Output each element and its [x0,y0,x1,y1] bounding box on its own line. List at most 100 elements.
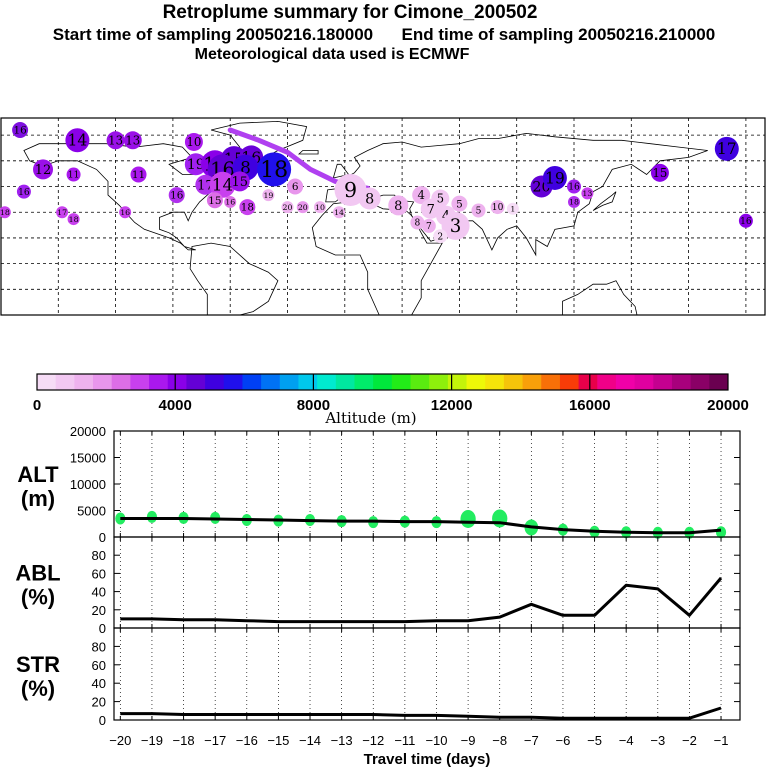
colorbar-cell [447,374,468,390]
x-tick-label: −9 [461,733,476,748]
cluster-label: 14 [334,208,344,217]
colorbar-cell [130,374,150,390]
cluster-label: 5 [476,207,482,217]
x-axis-title: Travel time (days) [364,751,491,768]
colorbar-cell [149,374,169,390]
y-tick-label: 60 [92,566,106,581]
x-tick-label: −18 [173,733,195,748]
cluster-label: 15 [231,175,248,190]
plume-cluster: 16 [12,121,29,138]
x-tick-label: −13 [331,733,353,748]
cluster-label: 5 [456,198,463,210]
cluster-label: 18 [241,202,254,214]
y-tick-label: 60 [92,658,106,673]
colorbar-cell [578,374,598,390]
plume-cluster: 14 [333,206,346,219]
colorbar-cell [503,374,524,390]
colorbar-tick-label: 8000 [297,397,330,414]
met-data-label: Meteorological data used is ECMWF [194,46,470,63]
cluster-marker [650,163,669,182]
y-tick-label: 5000 [77,504,106,519]
cluster-label: 16 [170,190,183,202]
x-tick-label: −2 [682,733,697,748]
y-tick-label: 80 [92,548,106,563]
panel-label: STR [16,652,60,677]
colorbar-cell [373,374,393,390]
cluster-label: 5 [437,192,444,206]
cluster-label: 16 [120,208,130,217]
series-line [120,517,722,535]
colorbar-cell [167,374,187,390]
panel-label: ABL [15,561,60,586]
panel-unit-label: (%) [21,585,55,610]
colorbar-cell [559,374,580,390]
panel-frame [113,627,741,721]
plume-clusters: 1614131310121111191515161681817141516151… [0,121,753,244]
cluster-marker [119,206,132,219]
plume-cluster: 20 [296,201,309,214]
x-tick-label: −17 [204,733,226,748]
cluster-label: 13 [108,133,123,147]
cluster-marker [358,187,381,210]
colorbar-cell [391,374,412,390]
panel-label: ALT [17,462,59,487]
cluster-label: 10 [492,203,504,213]
plume-cluster: 18 [568,195,580,208]
x-tick-label: −7 [524,733,539,748]
cluster-marker [410,215,425,230]
plume-cluster: 20 [281,201,294,214]
y-tick-label: 0 [99,530,106,545]
colorbar-cell [279,374,299,390]
plume-cluster: 16 [119,206,132,219]
plume-cluster: 12 [33,159,54,180]
cluster-marker [568,195,580,208]
cluster-marker [56,206,69,219]
cluster-label: 20 [298,203,308,212]
plume-cluster: 15 [229,171,250,192]
plume-cluster: 17 [56,206,69,219]
colorbar-tick-label: 0 [33,397,41,414]
cluster-label: 19 [545,169,565,187]
colorbar-frame [36,373,729,391]
cluster-marker [66,167,81,182]
cluster-label: 13 [582,189,592,198]
cluster-label: 10 [186,135,201,149]
cluster-label: 15 [653,166,668,180]
colorbar-cell [242,374,262,390]
cluster-label: 18 [260,157,288,183]
cluster-marker [451,195,468,212]
cluster-marker [229,171,250,192]
cluster-label: 8 [414,219,420,229]
cluster-label: 17 [717,140,737,158]
plume-cluster: 16 [738,213,753,228]
cluster-label: 16 [13,125,26,137]
plume-cluster: 5 [451,195,468,212]
cluster-label: 14 [67,132,87,150]
cluster-label: 2 [437,232,443,242]
cluster-marker [738,213,753,228]
cluster-marker [420,198,441,219]
x-tick-label: −4 [619,733,634,748]
y-tick-label: 0 [99,713,106,728]
plume-cluster: 16 [224,195,237,208]
series-line [120,577,723,624]
cluster-marker [239,199,256,216]
plume-cluster: 19 [542,165,567,190]
cluster-label: 10 [315,203,325,212]
plume-cluster: 8 [358,187,381,210]
chart-title: Retroplume summary for Cimone_200502 [162,2,538,23]
cluster-label: 3 [450,216,462,237]
cluster-marker [106,131,125,150]
cluster-marker [184,132,203,151]
y-tick-label: 40 [92,676,106,691]
cluster-marker [471,203,486,218]
y-tick-label: 0 [99,621,106,636]
cluster-marker [433,229,448,244]
plume-cluster: 15 [650,163,669,182]
cluster-marker [581,187,594,200]
plume-cluster: 13 [123,131,142,150]
plume-cluster: 19 [184,153,207,176]
colorbar-tick-label: 20000 [707,397,749,414]
plume-cluster: 18 [239,199,256,216]
